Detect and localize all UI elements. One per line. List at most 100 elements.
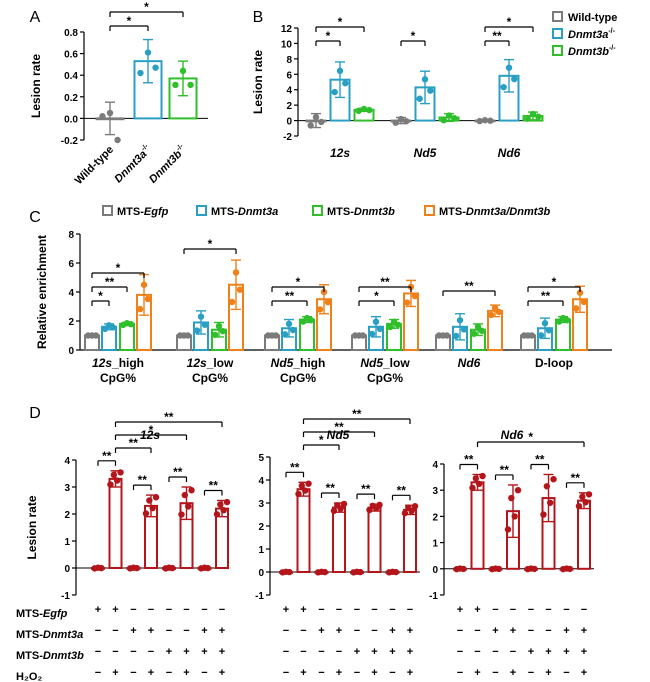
panel-b-sig-label: * <box>411 29 416 43</box>
panel-b-2-2-point <box>524 115 531 122</box>
panel-d-1-3-point <box>330 507 338 515</box>
panel-d-0-sign: − <box>166 667 172 679</box>
panel-d-2-sign: + <box>581 646 587 658</box>
panel-c-2-2-point <box>307 316 315 324</box>
panel-d-2-sign: − <box>563 604 569 616</box>
panel-d-1-6-point <box>392 568 400 576</box>
panel-c-3-3-point <box>411 292 419 300</box>
panel-d-1-sign: − <box>318 667 324 679</box>
panel-c-0-1-point <box>109 324 117 331</box>
panel-c-1-1-point <box>197 313 205 320</box>
panel-b-0-0-point <box>307 122 314 129</box>
panel-d-2-7-point <box>575 502 583 510</box>
panel-d-2-sign: − <box>510 604 516 616</box>
panel-c-3-2-point <box>386 323 394 331</box>
panel-b-0-1-point <box>336 67 344 75</box>
panel-d-2-0-point <box>460 565 467 573</box>
panel-d-0-sign: + <box>148 625 154 637</box>
panel-b-y-label: Lesion rate <box>251 50 265 114</box>
panel-label-d: D <box>29 405 41 422</box>
panel-d-1-sign: − <box>407 604 413 616</box>
panel-d-1-y-tick-label: 2 <box>258 522 264 533</box>
panel-d-0-sign: + <box>219 667 225 679</box>
panel-b-0-2-point <box>360 105 368 113</box>
panel-d-0-sign: − <box>166 625 172 637</box>
panel-d-2-sign: − <box>457 625 463 637</box>
panel-d-2-sign: + <box>545 667 551 679</box>
panel-c-y-label: Relative enrichment <box>35 235 49 349</box>
panel-d-1-y-tick-label: 3 <box>258 499 264 510</box>
panel-d-2-1-point <box>475 480 483 488</box>
condition-row-label: H₂O₂ <box>16 671 42 682</box>
panel-d-2-sign: + <box>474 667 480 679</box>
panel-d-1-sign: − <box>283 646 289 658</box>
panel-c-4-2-point <box>474 323 482 330</box>
panel-d-2-sig-label: ** <box>500 463 510 477</box>
panel-d-1-2-point <box>321 568 329 576</box>
panel-d-0-y-tick-label: 3 <box>64 483 70 494</box>
panel-b-y-tick-label: 2 <box>286 101 292 112</box>
panel-d-0-sig-label: ** <box>102 449 112 463</box>
panel-a-2-point <box>172 81 179 89</box>
panel-d-2-sign: − <box>528 667 534 679</box>
panel-c-x-tick-label: Nd6 <box>458 356 481 370</box>
panel-c-5-3-point <box>580 298 588 306</box>
panel-d-1-sign: − <box>300 646 306 658</box>
panel-a-y-tick-label: 0.2 <box>64 93 78 104</box>
panel-d-1-sign: + <box>336 667 342 679</box>
panel-c-5-3-point <box>576 289 584 296</box>
panel-a-x-tick-label: Wild-type <box>73 144 116 187</box>
panel-d-1-sign: + <box>371 667 377 679</box>
panel-d-0-sign: + <box>219 625 225 637</box>
panel-d-y-label: Lesion rate <box>25 495 39 559</box>
panel-d-2-7-point <box>582 499 589 506</box>
panel-c-legend-swatch <box>196 205 207 216</box>
panel-d-2-1-bar <box>470 481 485 570</box>
panel-d-1-sig-label: * <box>319 433 324 447</box>
panel-c-5-1-point <box>537 332 545 339</box>
panel-d-2-6-point <box>566 565 574 573</box>
panel-d-0-sign: − <box>112 625 118 637</box>
panel-b-x-tick-label: Nd6 <box>498 146 521 160</box>
panel-d-1-1-point <box>305 480 312 487</box>
panel-c-sig-label: * <box>552 275 557 289</box>
panel-d-0-1-bar <box>108 477 123 569</box>
panel-b-1-2-point <box>440 116 447 124</box>
panel-c-0-3-point <box>144 295 152 303</box>
panel-d-1-7-point <box>411 503 419 510</box>
panel-c-4-3-point <box>495 308 503 316</box>
panel-b-legend-swatch <box>552 45 563 56</box>
panel-d-0-sign: − <box>130 604 136 616</box>
panel-c-sig-label: * <box>208 237 213 251</box>
panel-label-b: B <box>253 9 264 26</box>
panel-d-2-sign: + <box>528 646 534 658</box>
panel-c-2-1-point <box>289 326 297 334</box>
panel-d-2-7-point <box>585 491 593 498</box>
panel-d-0-5-point <box>188 487 195 494</box>
panel-d-2-sign: + <box>563 625 569 637</box>
panel-d-0-sig-label: ** <box>209 479 219 493</box>
panel-d-0-5-point <box>184 503 192 510</box>
panel-d-1-sign: + <box>407 646 413 658</box>
panel-d-0-sign: + <box>148 667 154 679</box>
panel-c-legend-label: MTS-Dnmt3a/Dnmt3b <box>439 206 551 218</box>
panel-d-0-sign: − <box>95 625 101 637</box>
panel-c-3-0-point <box>359 332 367 339</box>
panel-a-1-point <box>152 64 159 71</box>
panel-d-1-sign: − <box>371 604 377 616</box>
panel-d-1-y-tick-label: 5 <box>258 453 264 464</box>
panel-b-y-tick-label: 4 <box>286 86 292 97</box>
panel-c-2-1-point <box>281 331 289 338</box>
condition-row-label: MTS-Dnmt3a <box>16 629 83 641</box>
panel-b-1-1-point <box>416 95 423 102</box>
panel-b-y-tick-label: 0 <box>286 117 292 128</box>
panel-d-2-sig-label: ** <box>571 471 581 485</box>
panel-d-2-sign: − <box>528 604 534 616</box>
panel-c-legend-label: MTS-Egfp <box>117 206 169 218</box>
panel-d-1-1-bar <box>296 488 311 574</box>
panel-d-1-7-point <box>401 509 409 517</box>
panel-d-0-5-point <box>178 511 185 518</box>
panel-d-1-1-point <box>301 487 309 494</box>
panel-d-1-sig-label: ** <box>361 482 371 496</box>
panel-d-0-sign: − <box>201 604 207 616</box>
